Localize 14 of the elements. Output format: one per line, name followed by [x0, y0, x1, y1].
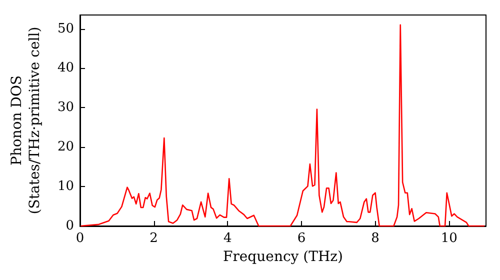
- x-tick-label: 4: [223, 231, 232, 246]
- y-tick-label: 40: [57, 60, 74, 76]
- x-tick-label: 10: [440, 231, 458, 246]
- x-tick-label: 2: [150, 231, 158, 246]
- x-axis-title: Frequency (THz): [222, 249, 344, 265]
- y-tick-label: 30: [57, 100, 74, 116]
- y-axis-title: Phonon DOS (States/THz·primitive cell): [9, 26, 43, 214]
- x-tick-label: 6: [297, 231, 306, 246]
- x-tick-label: 8: [371, 231, 380, 246]
- x-tick-label: 0: [76, 231, 84, 246]
- y-tick-label: 10: [57, 179, 74, 194]
- y-tick-label: 50: [57, 21, 74, 36]
- y-tick-label: 20: [57, 140, 74, 155]
- y-tick-label: 0: [66, 218, 74, 234]
